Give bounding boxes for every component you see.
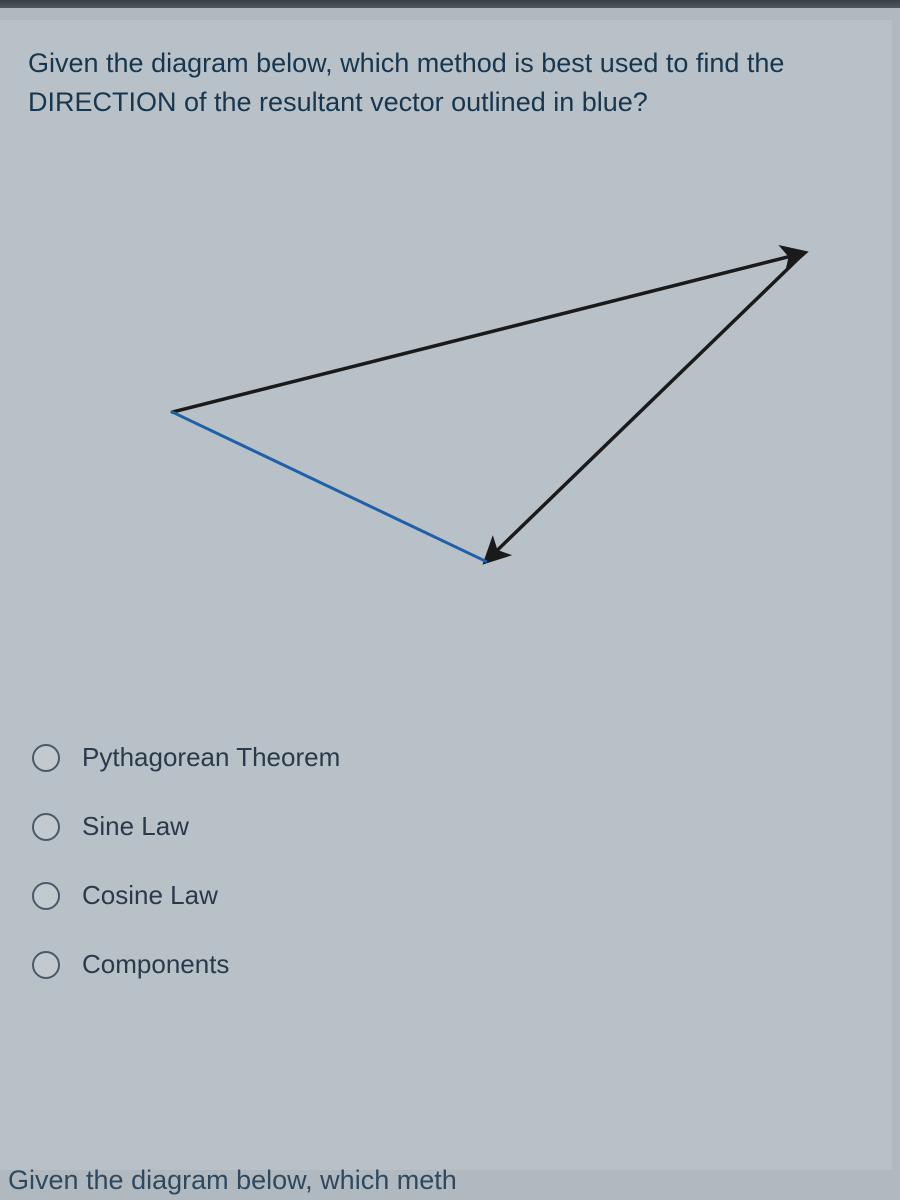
option-label: Pythagorean Theorem — [82, 742, 340, 773]
next-question-peek: Given the diagram below, which meth — [8, 1165, 457, 1196]
vector-a — [172, 253, 804, 412]
radio-icon — [32, 951, 60, 979]
radio-icon — [32, 882, 60, 910]
option-pythagorean[interactable]: Pythagorean Theorem — [32, 742, 864, 773]
answer-options: Pythagorean Theorem Sine Law Cosine Law … — [28, 742, 864, 980]
vector-diagram — [28, 162, 864, 682]
option-sine-law[interactable]: Sine Law — [32, 811, 864, 842]
question-card: Given the diagram below, which method is… — [0, 20, 892, 1170]
vector-b — [486, 253, 804, 562]
option-label: Sine Law — [82, 811, 189, 842]
option-label: Components — [82, 949, 229, 980]
radio-icon — [32, 813, 60, 841]
option-cosine-law[interactable]: Cosine Law — [32, 880, 864, 911]
option-label: Cosine Law — [82, 880, 218, 911]
window-top-bar — [0, 0, 900, 8]
radio-icon — [32, 744, 60, 772]
resultant-vector — [172, 412, 486, 561]
option-components[interactable]: Components — [32, 949, 864, 980]
question-text: Given the diagram below, which method is… — [28, 44, 864, 122]
diagram-svg — [28, 162, 864, 682]
